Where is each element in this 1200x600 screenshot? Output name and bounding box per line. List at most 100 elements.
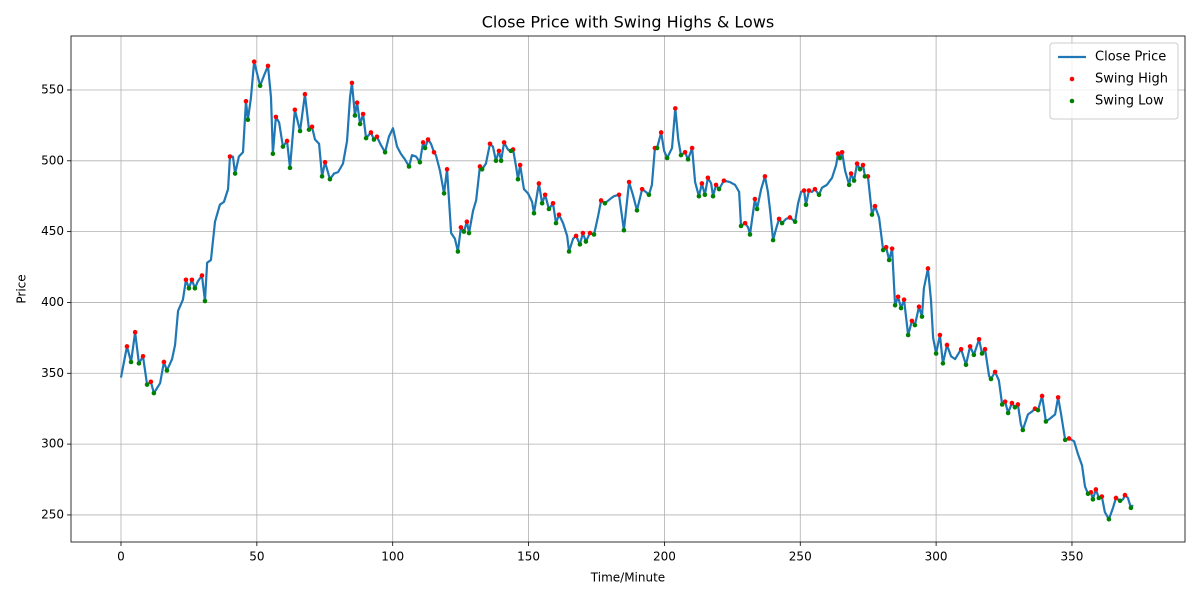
- swing-point: [742, 220, 748, 226]
- swing-point: [464, 219, 470, 225]
- swing-point: [128, 359, 134, 365]
- x-tick-label: 300: [925, 550, 948, 564]
- swing-point: [327, 176, 333, 182]
- swing-point: [566, 249, 572, 254]
- swing-point: [971, 352, 977, 358]
- swing-point: [309, 124, 315, 130]
- swing-point: [806, 188, 812, 193]
- swing-point: [553, 220, 559, 226]
- swing-point: [770, 237, 776, 243]
- swing-point: [455, 249, 461, 254]
- swing-point: [199, 273, 205, 278]
- swing-point: [265, 63, 271, 69]
- swing-point: [1002, 399, 1008, 404]
- swing-point: [382, 150, 388, 155]
- swing-point: [889, 246, 895, 251]
- swing-point: [1085, 491, 1091, 496]
- x-axis-label: Time/Minute: [590, 571, 665, 585]
- swing-point: [580, 230, 586, 236]
- swing-point: [967, 344, 973, 349]
- swing-point: [909, 318, 915, 324]
- swing-point: [705, 175, 711, 181]
- swing-point: [245, 117, 251, 123]
- legend: Close Price Swing High Swing Low: [1049, 42, 1179, 120]
- swing-point: [992, 369, 998, 375]
- x-tick-label: 150: [517, 550, 540, 564]
- swing-point: [713, 182, 719, 188]
- x-tick-label: 100: [381, 550, 404, 564]
- swing-point: [232, 171, 238, 176]
- swing-point: [1055, 395, 1061, 400]
- swing-point: [1117, 498, 1123, 504]
- swing-point: [479, 166, 485, 172]
- swing-point: [846, 182, 852, 188]
- swing-point: [140, 353, 146, 359]
- swing-point: [721, 178, 727, 183]
- y-tick-label: 550: [41, 82, 64, 96]
- swing-point: [349, 80, 355, 86]
- y-tick-label: 250: [41, 507, 64, 521]
- swing-point: [251, 59, 257, 64]
- swing-point: [363, 135, 369, 141]
- swing-point: [944, 342, 950, 348]
- swing-point: [860, 162, 866, 168]
- swing-point: [501, 140, 507, 145]
- swing-point: [583, 239, 589, 244]
- swing-point: [371, 137, 377, 142]
- swing-point: [556, 212, 562, 217]
- swing-point: [1122, 492, 1128, 498]
- swing-point: [573, 233, 579, 239]
- swing-point: [1090, 497, 1096, 502]
- swing-point: [352, 113, 358, 118]
- swing-point: [883, 244, 889, 250]
- swing-point: [420, 140, 426, 145]
- swing-point: [368, 130, 374, 135]
- swing-point: [963, 362, 969, 368]
- swing-point: [1012, 404, 1018, 410]
- swing-point: [444, 166, 450, 172]
- swing-point: [508, 148, 514, 154]
- swing-point: [905, 332, 911, 338]
- swing-point: [626, 179, 632, 185]
- swing-point: [425, 137, 431, 142]
- swing-point: [417, 159, 423, 165]
- swing-point: [1043, 419, 1049, 424]
- swing-point: [124, 344, 130, 349]
- swing-point: [892, 302, 898, 308]
- swing-point: [1039, 393, 1045, 399]
- swing-point: [515, 176, 521, 182]
- swing-point: [886, 257, 892, 263]
- swing-point: [988, 376, 994, 382]
- swing-point: [148, 379, 154, 385]
- swing-point: [937, 332, 943, 338]
- y-tick-label: 500: [41, 153, 64, 167]
- swing-point: [243, 99, 249, 104]
- swing-point: [458, 225, 464, 230]
- swing-point: [621, 227, 627, 233]
- swing-point: [699, 181, 705, 186]
- swing-point: [202, 298, 208, 304]
- swing-point: [539, 200, 545, 206]
- swing-point: [587, 230, 593, 236]
- swing-point: [602, 200, 608, 206]
- swing-point: [517, 162, 523, 168]
- price-line: [119, 60, 1134, 521]
- swing-point: [816, 192, 822, 198]
- swing-point: [716, 186, 722, 192]
- y-tick-label: 400: [41, 295, 64, 309]
- swing-point: [898, 305, 904, 311]
- swing-point: [982, 346, 988, 352]
- swing-point: [322, 159, 328, 165]
- swing-point: [787, 215, 793, 220]
- swing-point: [302, 91, 308, 97]
- swing-point: [284, 138, 290, 144]
- swing-point: [762, 174, 768, 179]
- swing-point: [1035, 407, 1041, 413]
- chart-title: Close Price with Swing Highs & Lows: [482, 13, 775, 32]
- swing-point: [812, 186, 818, 192]
- swing-point: [702, 192, 708, 198]
- swing-point: [189, 277, 195, 283]
- swing-point: [280, 144, 286, 149]
- swing-point: [487, 141, 493, 147]
- swing-point: [136, 361, 142, 366]
